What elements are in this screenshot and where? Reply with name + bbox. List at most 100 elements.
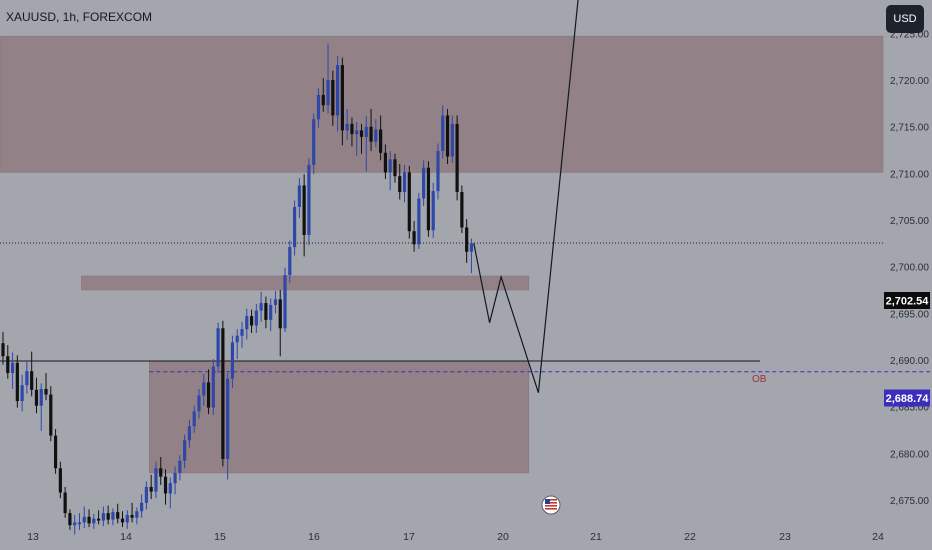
candle [15,355,19,408]
candle [226,373,230,480]
candle-body [163,476,168,494]
candle [163,469,168,505]
candle-body [82,516,86,523]
time-tick-label: 13 [27,531,39,543]
price-tick-label: 2,690.00 [890,356,929,367]
candle [288,240,292,283]
candle-body [379,129,383,153]
last-price-tag: 2,702.54 [884,292,930,309]
candle [379,115,383,161]
candle-body [312,119,316,165]
candle-body [87,516,91,524]
candle [168,477,172,509]
candle-body [249,316,254,326]
us-flag-icon[interactable] [541,495,561,515]
candle-body [374,129,378,142]
candle [331,70,335,126]
candle [388,150,392,191]
candle-body [297,185,301,207]
candle [154,461,158,499]
candle-body [235,335,239,343]
candle-body [202,382,206,396]
candle [206,369,211,415]
candle [135,507,139,525]
candle [269,298,273,332]
candle [125,510,129,529]
ob-price-tag: 2,688.74 [884,389,930,407]
candle [240,321,244,348]
candle [68,509,72,530]
candle [292,200,297,256]
price-axis[interactable]: 2,675.00 2,680.00 2,685.00 2,690.00 2,695.00… [890,0,929,507]
candle [10,352,15,389]
candle-body [460,192,464,228]
lines-layer [0,242,932,373]
candle [336,55,340,132]
candle-body [53,435,58,469]
candle-body [331,80,335,116]
candle [245,308,249,340]
candle-body [58,468,62,493]
candle [340,57,344,146]
candle [264,296,268,329]
candle [221,320,225,467]
candle [273,290,278,314]
candle [211,359,215,416]
candle [30,351,34,397]
candle [283,267,287,333]
candle [44,373,48,401]
candle [402,164,407,203]
candle-body [269,304,273,320]
candle-body [25,371,29,386]
candle-body [292,206,297,248]
candle-body [140,502,144,512]
candle [53,429,58,474]
candle [39,383,43,431]
candle-body [340,65,344,131]
candle-body [173,472,177,484]
candle [183,434,187,469]
candle-body [326,80,330,106]
candle [173,466,177,495]
currency-button[interactable]: USD [886,5,924,33]
candle-body [383,152,387,173]
candle-body [187,426,192,441]
candle [249,309,254,333]
candle-body [197,395,201,412]
candle [316,88,321,128]
candle-body [101,513,105,521]
candle-body [278,299,282,329]
time-axis[interactable]: 13 14 15 16 17 20 21 22 23 24 [27,531,884,543]
candle-body [130,514,134,518]
time-tick-label: 16 [308,531,320,543]
candle [436,143,440,200]
candle [187,419,192,448]
candle [383,144,387,179]
candle [34,377,39,414]
candle-body [431,191,435,231]
candle-body [436,150,440,192]
time-tick-label: 20 [497,531,509,543]
candle-body [369,126,373,142]
candle-body [364,126,368,137]
time-tick-label: 14 [120,531,132,543]
candle [422,160,426,207]
candle-body [445,115,450,157]
candle-body [116,512,120,519]
ob-price-label: 2,688.74 [886,393,930,405]
candle-body [144,486,148,503]
candle [417,192,421,249]
candle-body [359,130,364,137]
candle-body [398,176,402,193]
candle [345,108,349,140]
candle [369,108,373,151]
candle [106,505,110,525]
candle [407,165,411,239]
candle-body [350,123,354,135]
candle-body [154,468,158,492]
price-tick-label: 2,680.00 [890,449,929,460]
candle-body [240,329,244,336]
candle-body [111,512,115,520]
